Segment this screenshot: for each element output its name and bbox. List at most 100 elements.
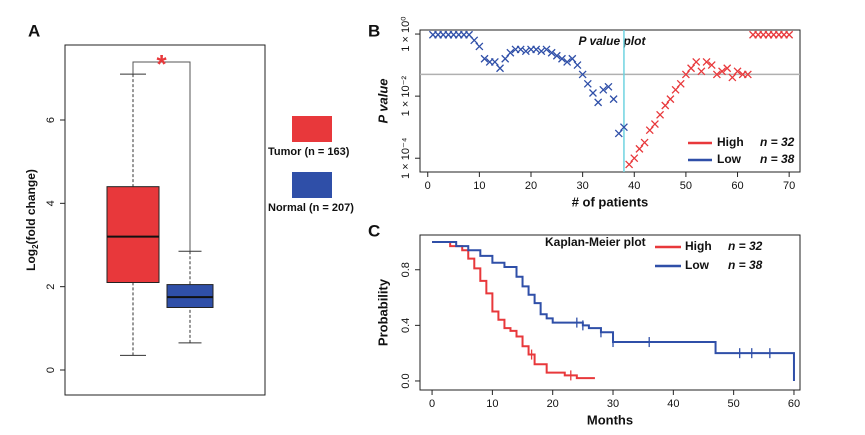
point [635,144,644,153]
point [640,138,649,147]
point [542,45,551,54]
point [547,48,556,57]
legend-swatch [292,172,332,198]
point [718,67,726,76]
plot-frame [419,29,801,173]
point [609,95,618,104]
legend-n: n = 32 [760,135,795,149]
significance-star: * [156,49,167,79]
box [166,284,214,309]
point [666,95,675,104]
y-axis-label-part: (fold change) [24,169,38,244]
x-tick-label: 10 [486,398,498,410]
y-tick-label: 0.4 [400,318,412,333]
point [599,85,608,94]
point [676,79,685,88]
survival-curve [432,240,595,380]
point [604,82,613,91]
x-tick-label: 70 [783,180,795,192]
x-tick-label: 40 [667,398,679,410]
point [583,79,592,88]
point [712,70,721,79]
point [687,64,696,73]
x-tick-label: 60 [788,398,800,410]
x-tick-label: 20 [547,398,559,410]
y-tick-label: 0.8 [400,262,412,277]
point [506,48,515,57]
x-tick-label: 30 [577,180,589,192]
point [681,70,690,79]
point [490,58,499,66]
point [480,54,489,63]
y-tick-label: 0 [45,367,57,373]
point [661,101,670,110]
point [470,36,479,45]
point [568,54,577,63]
point [697,67,706,76]
point [558,54,566,63]
point [733,67,742,76]
point [630,154,639,163]
point [619,123,628,132]
y-tick-label: 2 [45,284,57,290]
point [475,42,484,51]
y-tick-label: 0.0 [400,373,412,388]
point [563,58,572,66]
x-tick-label: 30 [607,398,619,410]
point [702,58,711,66]
y-axis-label: Probability [375,278,390,346]
point [743,70,752,79]
point [785,30,794,39]
y-axis-label: Log2(fold change) [24,169,40,271]
y-tick-label: 1 × 10⁻⁴ [400,137,412,179]
point [532,45,541,54]
y-tick-label: 6 [45,117,57,123]
point [589,89,597,97]
panel-letter: C [368,221,380,240]
point [578,70,587,79]
panel-letter: A [28,21,40,40]
legend-n: n = 38 [728,258,763,272]
point [614,129,623,138]
legend-swatch [292,116,332,142]
point [594,98,603,107]
legend-label: Low [717,152,742,166]
point [625,160,634,169]
box [106,186,160,284]
y-tick-label: 1 × 10⁻² [400,76,412,117]
point [650,120,659,129]
point [521,47,530,56]
y-tick-label: 1 × 10⁰ [400,16,412,52]
point [573,61,582,70]
legend-label: Normal (n = 207) [268,202,354,214]
x-axis-label: Months [587,412,633,427]
panel-letter: B [368,21,380,40]
point [537,47,546,56]
point [707,61,716,70]
legend-n: n = 32 [728,239,763,253]
point [516,45,525,54]
y-tick-label: 4 [45,200,57,206]
legend-label: Tumor (n = 163) [268,146,350,158]
point [656,110,665,119]
x-tick-label: 50 [728,398,740,410]
point [692,58,701,66]
x-tick-label: 50 [680,180,692,192]
x-tick-label: 40 [628,180,640,192]
chart-title: P value plot [579,34,647,48]
point [496,64,504,73]
x-tick-label: 60 [731,180,743,192]
significance-bracket [132,61,191,252]
point [645,126,654,135]
legend-label: High [717,135,744,149]
x-tick-label: 20 [525,180,537,192]
point [723,64,732,73]
plot-frame [64,44,266,396]
legend-label: High [685,239,712,253]
plot-frame [419,234,801,391]
y-axis-label-part: 2 [31,244,40,249]
chart-title: Kaplan-Meier plot [545,235,646,249]
y-axis-label-part: Log [24,249,38,271]
x-tick-label: 10 [473,180,485,192]
